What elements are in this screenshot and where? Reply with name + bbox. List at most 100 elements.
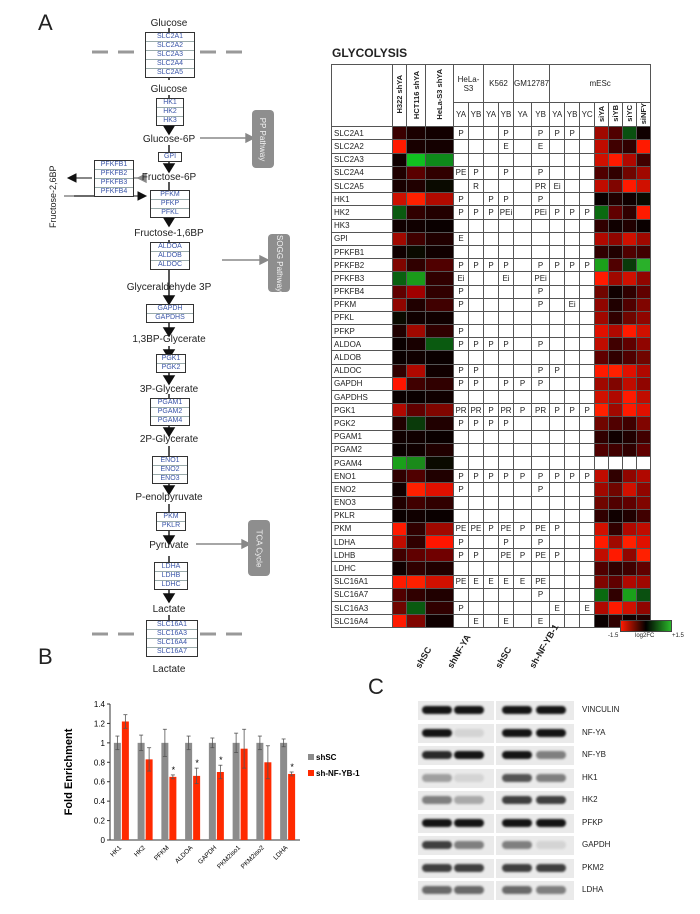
chip-cell: P bbox=[453, 601, 469, 616]
chip-cell bbox=[468, 455, 484, 471]
gene-box-pfkfb: PFKFB1 PFKFB2 PFKFB3 PFKFB4 bbox=[94, 160, 134, 197]
blot-strip bbox=[496, 881, 574, 900]
mesc-heat-cell bbox=[636, 495, 652, 510]
chip-cell bbox=[483, 482, 499, 497]
x-tick-label: ALDOA bbox=[174, 844, 195, 865]
mesc-heat-cell bbox=[594, 548, 610, 563]
fructose-26bp-label: Fructose-2,6BP bbox=[48, 165, 58, 228]
blot-protein-label: PKM2 bbox=[582, 862, 604, 872]
gene-name: SLC2A3 bbox=[331, 152, 393, 167]
blot-strip bbox=[496, 858, 574, 878]
mesc-heat-cell bbox=[594, 284, 610, 299]
chip-cell bbox=[549, 574, 566, 589]
mesc-heat-cell bbox=[636, 482, 652, 497]
chip-cell: P bbox=[549, 521, 566, 537]
chip-cell bbox=[512, 244, 533, 260]
chip-cell: P bbox=[453, 284, 469, 299]
chip-cell bbox=[549, 165, 566, 181]
mesc-heat-cell bbox=[622, 139, 638, 154]
table-row: HK3 bbox=[331, 218, 652, 233]
rnai-heat-cell bbox=[392, 482, 407, 497]
chip-cell: P bbox=[453, 469, 469, 484]
gene-name: SLC16A4 bbox=[331, 614, 393, 629]
mesc-heat-cell bbox=[636, 574, 652, 589]
blot-band bbox=[536, 863, 566, 872]
chip-cell bbox=[531, 218, 551, 233]
mesc-heat-cell bbox=[608, 337, 624, 352]
mesc-heat-cell bbox=[636, 455, 652, 471]
chip-cell bbox=[579, 495, 596, 510]
chip-cell bbox=[549, 324, 566, 339]
chip-cell bbox=[531, 231, 551, 246]
rnai-heat-cell bbox=[406, 244, 426, 260]
table-row: SLC2A4 PE P P P bbox=[331, 165, 652, 181]
chip-cell bbox=[512, 508, 533, 523]
chip-cell: P bbox=[549, 469, 566, 484]
table-header-row-2: YA YB YA YB YA YB YA YB YC siYA siYB siY… bbox=[332, 101, 652, 128]
mesc-heat-cell bbox=[622, 152, 638, 167]
chip-group-hela: HeLa-S3 bbox=[453, 64, 484, 103]
rnai-heat-cell bbox=[406, 390, 426, 405]
mesc-heat-cell bbox=[622, 455, 638, 471]
blot-band bbox=[454, 706, 484, 714]
bar-shsc bbox=[113, 742, 121, 840]
mesc-heat-cell bbox=[594, 324, 610, 339]
chip-cell: P bbox=[468, 258, 484, 273]
chip-cell bbox=[453, 310, 469, 326]
chip-cell bbox=[564, 587, 581, 603]
chip-cell bbox=[564, 601, 581, 616]
chip-cell bbox=[579, 429, 596, 444]
chip-cell bbox=[453, 152, 469, 167]
rnai-heat-cell bbox=[392, 310, 407, 326]
y-tick-label: 1 bbox=[101, 739, 106, 748]
chip-cell: PR bbox=[468, 403, 484, 418]
rnai-heat-cell bbox=[392, 535, 407, 550]
mesc-heat-cell bbox=[636, 284, 652, 299]
table-row: HK1 P P P P bbox=[331, 192, 652, 207]
y-tick-label: 0 bbox=[101, 836, 106, 845]
rnai-heat-cell bbox=[392, 284, 407, 299]
rnai-heat-cell bbox=[406, 455, 426, 471]
rnai-heat-cell bbox=[406, 218, 426, 233]
gene-label: HK2 bbox=[157, 108, 183, 117]
chip-cell bbox=[579, 152, 596, 167]
chip-cell bbox=[549, 429, 566, 444]
chip-cell: R bbox=[468, 179, 484, 194]
table-row: PFKFB2 P P P P P P P P bbox=[331, 258, 652, 273]
chip-cell: E bbox=[549, 601, 566, 616]
mesc-heat-cell bbox=[622, 508, 638, 523]
table-row: SLC16A7 P bbox=[331, 587, 652, 603]
chip-cell bbox=[483, 548, 499, 563]
chip-cell: PR bbox=[453, 403, 469, 418]
mesc-heat-cell bbox=[636, 297, 652, 312]
mesc-heat-cell bbox=[622, 469, 638, 484]
gene-label: ENO3 bbox=[160, 475, 180, 482]
chip-cell: P bbox=[549, 403, 566, 418]
rnai-heat-cell bbox=[406, 152, 426, 167]
blot-band bbox=[422, 706, 452, 714]
legend-max: +1.5 bbox=[672, 633, 684, 639]
chip-cell bbox=[483, 390, 499, 405]
rnai-header-label: HCT116 shYA bbox=[411, 70, 421, 119]
table-row: PFKFB1 bbox=[331, 244, 652, 260]
chip-cell bbox=[453, 350, 469, 365]
gene-label: PGAM4 bbox=[157, 417, 183, 424]
chip-cell: P bbox=[483, 469, 499, 484]
bar-shsc bbox=[256, 742, 264, 840]
mesc-heat-cell bbox=[622, 482, 638, 497]
table-header-row-1: H322 shYA HCT116 shYA HeLa-S3 shYA HeLa-… bbox=[331, 63, 652, 128]
gene-label: PFKFB2 bbox=[95, 170, 133, 179]
mesc-heat-cell bbox=[608, 574, 624, 589]
significance-star: * bbox=[195, 758, 199, 768]
mesc-heat-cell bbox=[636, 561, 652, 576]
mesc-heat-cell bbox=[636, 139, 652, 154]
bar-shnfyb bbox=[193, 775, 201, 840]
legend-min: -1.5 bbox=[608, 633, 619, 639]
mesc-heat-cell bbox=[594, 416, 610, 431]
chip-cell bbox=[468, 310, 484, 326]
chip-cell: PE bbox=[531, 548, 551, 563]
chip-cell bbox=[483, 508, 499, 523]
chip-cell bbox=[512, 284, 533, 299]
metabolite-3p-glycerate: 3P-Glycerate bbox=[139, 384, 199, 395]
blot-protein-label: GAPDH bbox=[582, 840, 611, 849]
